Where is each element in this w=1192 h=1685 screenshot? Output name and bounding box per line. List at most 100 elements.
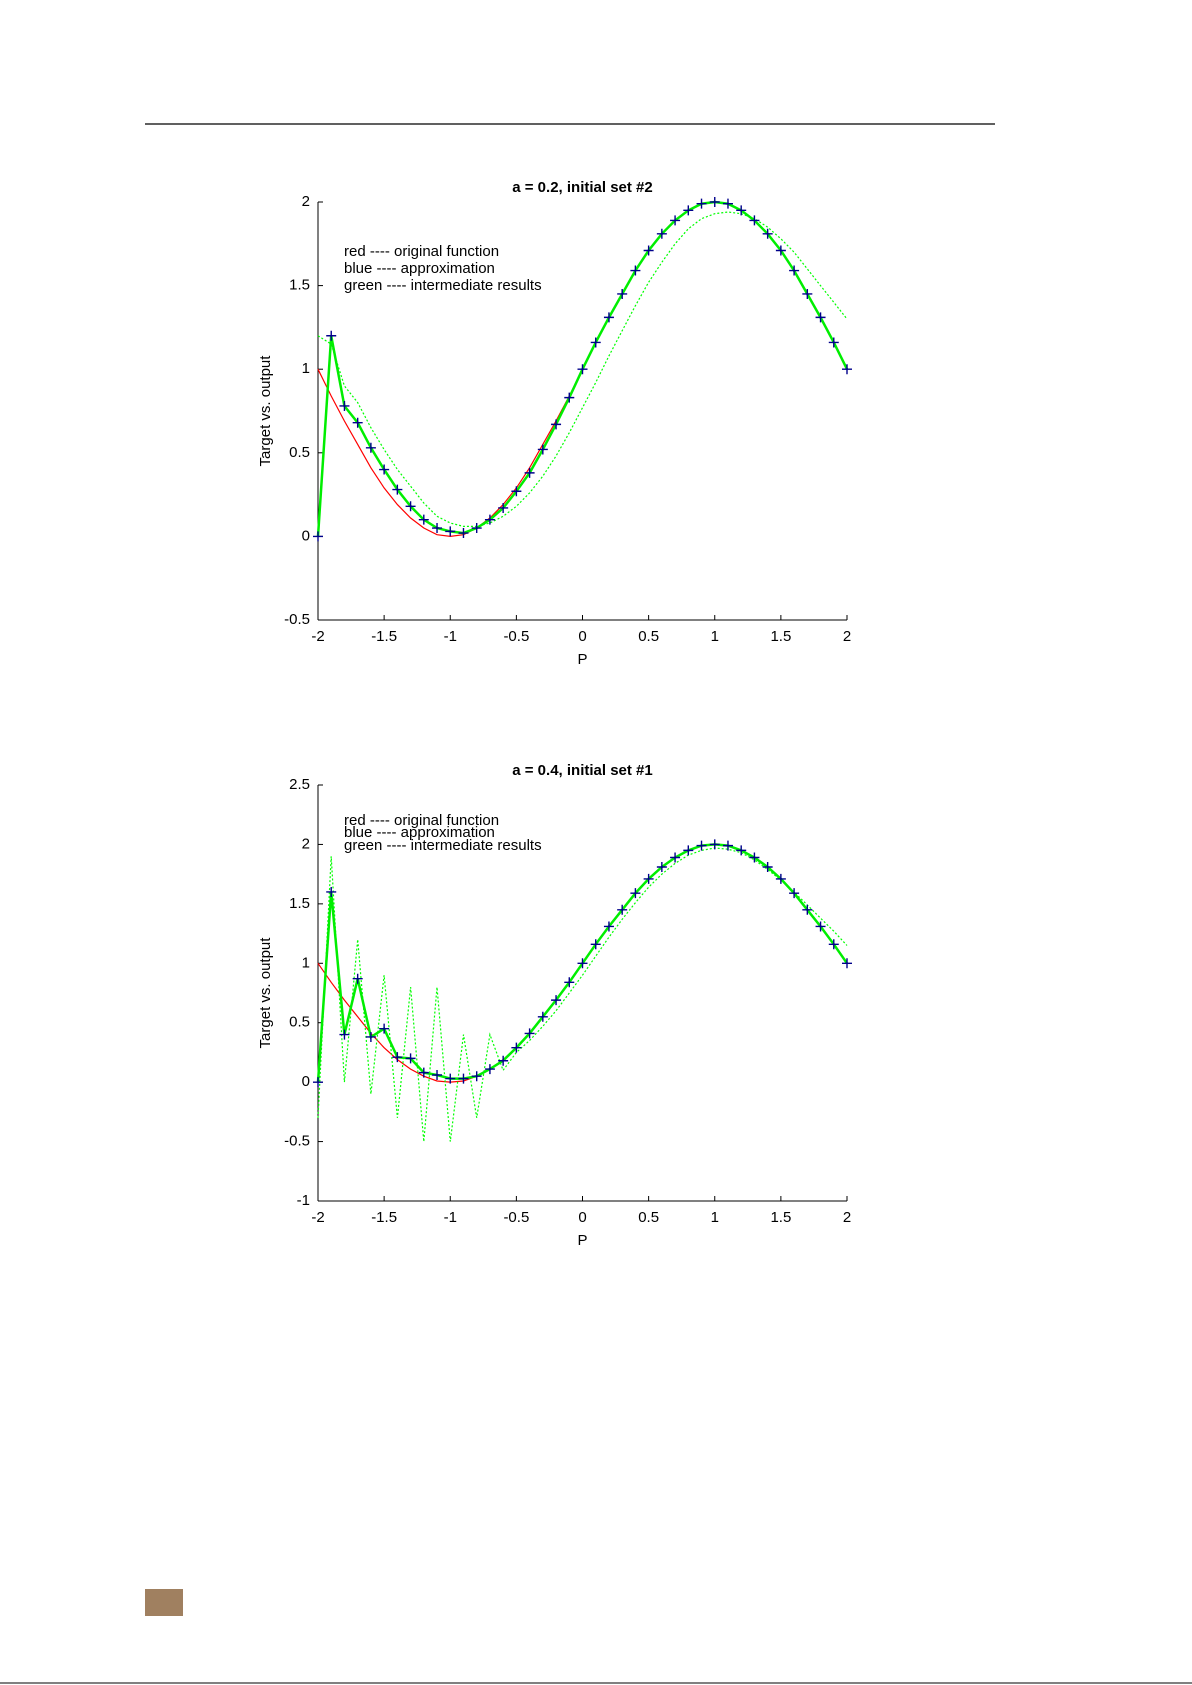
marker [326,886,337,897]
marker [789,265,800,276]
y-axis-label: Target vs. output [257,355,274,467]
marker [775,873,786,884]
chart-title: a = 0.4, initial set #1 [512,762,653,779]
y-tick-label: 1.5 [289,277,310,294]
marker [498,502,509,513]
annotation: green ---- intermediate results [344,277,542,294]
y-tick-label: 0.5 [289,444,310,461]
marker [828,939,839,950]
annotation: green ---- intermediate results [344,837,542,854]
marker [775,245,786,256]
x-tick-label: 2 [843,628,851,645]
y-tick-label: 0 [302,527,310,544]
x-tick-label: 0.5 [638,628,659,645]
marker [405,1053,416,1064]
marker [670,215,681,226]
marker [313,531,323,542]
marker [445,526,456,537]
marker [789,888,800,899]
marker [617,904,628,915]
x-tick-label: -2 [311,628,324,645]
x-axis-label: P [577,651,587,668]
x-tick-label: -1.5 [371,628,397,645]
marker [603,921,614,932]
marker [577,958,588,969]
marker [511,486,522,497]
marker [445,1073,456,1084]
marker [630,888,641,899]
marker [683,205,694,216]
x-tick-label: 0 [578,628,586,645]
marker [577,364,588,375]
series-line [317,847,848,1142]
x-tick-label: 1.5 [770,1209,791,1226]
x-tick-label: -1 [444,628,457,645]
marker [352,417,363,428]
x-tick-label: 2 [843,1209,851,1226]
marker [696,840,707,851]
marker [432,523,443,534]
marker [656,862,667,873]
marker [392,1052,403,1063]
page-marker [145,1589,183,1616]
marker [326,330,337,341]
x-tick-label: -1 [444,1209,457,1226]
marker [762,862,773,873]
y-tick-label: 1 [302,954,310,971]
marker [617,288,628,299]
marker [458,1073,469,1084]
marker [749,852,760,863]
x-tick-label: 1 [711,1209,719,1226]
annotation: red ---- original function [344,812,499,829]
marker [405,501,416,512]
marker [392,484,403,495]
marker [339,400,350,411]
x-tick-label: -0.5 [503,628,529,645]
marker [564,392,575,403]
y-tick-label: -0.5 [284,611,310,628]
marker [590,939,601,950]
y-tick-label: -0.5 [284,1133,310,1150]
marker [722,840,733,851]
marker [828,337,839,348]
x-tick-label: -2 [311,1209,324,1226]
x-tick-label: -1.5 [371,1209,397,1226]
marker [352,973,363,984]
marker [458,528,469,539]
y-tick-label: 2 [302,835,310,852]
marker [815,921,826,932]
marker [537,1011,548,1022]
marker [736,845,747,856]
marker [722,198,733,209]
marker [590,337,601,348]
marker [670,852,681,863]
marker [418,1067,429,1078]
marker [842,364,852,375]
marker [511,1042,522,1053]
marker [432,1070,443,1081]
y-tick-label: 0.5 [289,1014,310,1031]
marker [683,845,694,856]
marker [379,1023,390,1034]
marker [379,464,390,475]
y-tick-label: 2.5 [289,776,310,793]
marker [418,514,429,525]
marker [802,288,813,299]
marker [736,205,747,216]
series-line [317,211,848,527]
annotation: blue ---- approximation [344,260,495,277]
marker [484,514,495,525]
chart-title: a = 0.2, initial set #2 [512,179,653,196]
annotation: red ---- original function [344,243,499,260]
x-tick-label: 0 [578,1209,586,1226]
marker [551,995,562,1006]
marker [498,1055,509,1066]
annotation: blue ---- approximation [344,824,495,841]
marker [643,245,654,256]
marker [365,442,376,453]
marker [524,1028,535,1039]
marker [656,228,667,239]
marker [709,839,720,850]
marker [471,1071,482,1082]
x-tick-label: -0.5 [503,1209,529,1226]
